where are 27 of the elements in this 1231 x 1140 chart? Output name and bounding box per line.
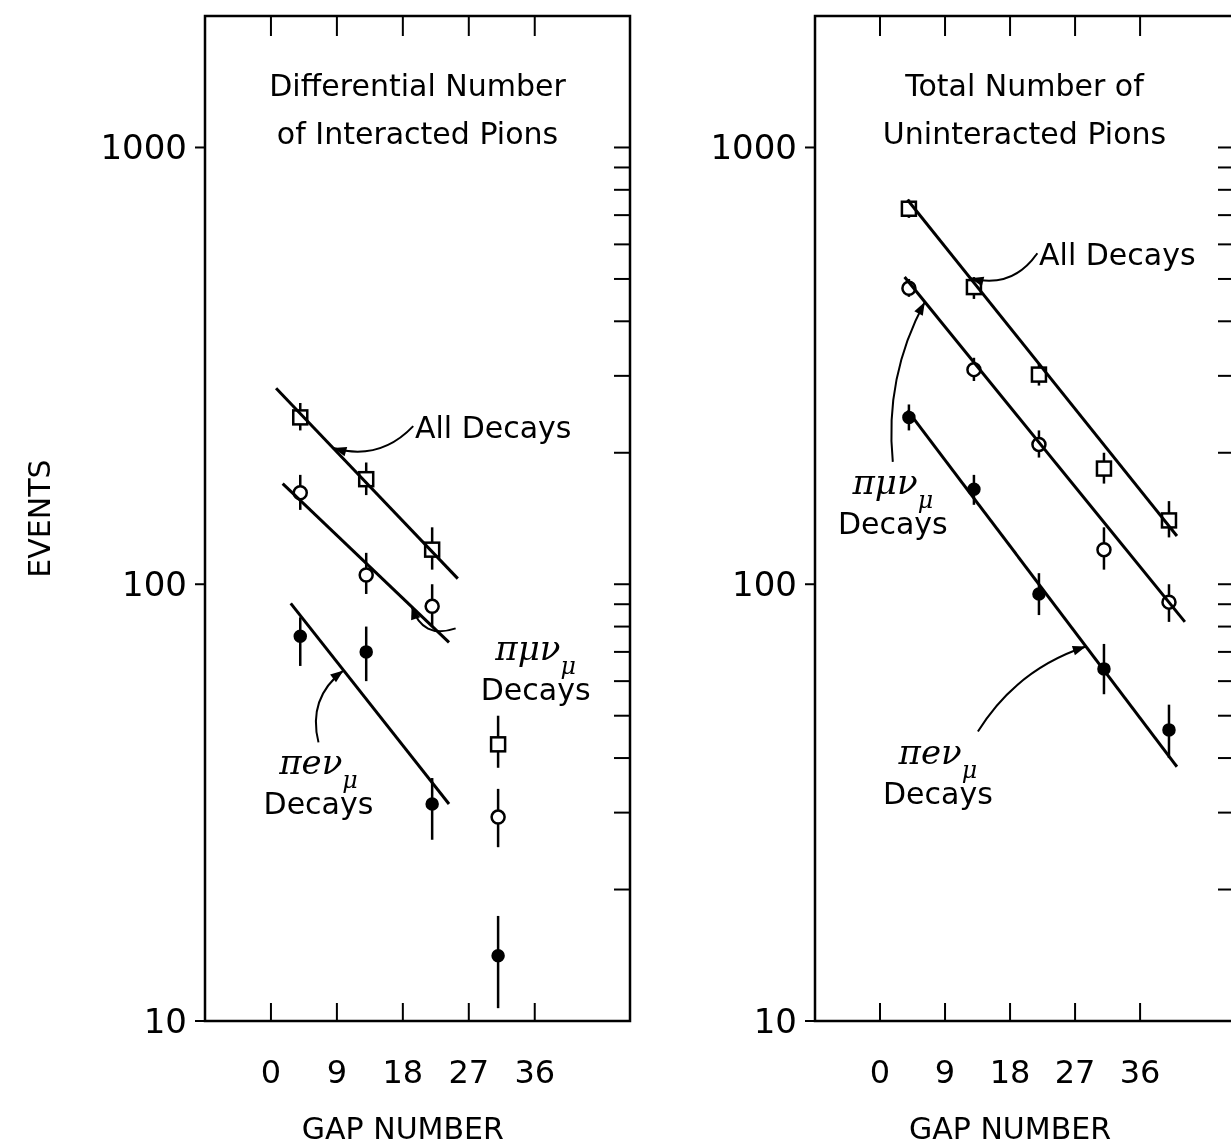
x-tick-label: 9 [934,1053,956,1091]
annotation: All Decays [414,410,572,446]
y-tick-label: 100 [732,564,797,605]
y-tick-label: 10 [753,1001,797,1041]
text: Differential Number of Interacted Pions [269,68,567,151]
annotation: πμν$_{μ}$ Decays [837,461,948,541]
annotation: πeν$_{μ}$ Decays [882,731,993,811]
text: Total Number of Uninteracted Pions [882,68,1167,151]
y-tick-label: 1000 [100,127,187,168]
x-tick-label: 18 [382,1053,424,1091]
y-tick-label: 100 [122,564,187,605]
x-tick-label: 18 [989,1053,1031,1091]
x-tick-label: 27 [1054,1053,1096,1091]
x-tick-label: 36 [514,1053,556,1091]
y-tick-label: 10 [143,1001,187,1041]
y-tick-label: 1000 [710,127,797,168]
x-axis-title: GAP NUMBER [909,1111,1112,1140]
x-axis-title: GAP NUMBER [301,1111,504,1140]
annotation: πμν$_{μ}$ Decays [480,628,591,708]
x-tick-label: 9 [326,1053,348,1091]
annotation: All Decays [1039,237,1196,273]
x-tick-label: 27 [448,1053,490,1091]
y-axis-title: EVENTS [22,459,57,578]
annotation: πeν$_{μ}$ Decays [263,742,374,822]
x-tick-label: 0 [260,1053,282,1091]
x-tick-label: 36 [1119,1053,1161,1091]
x-tick-label: 0 [869,1053,891,1091]
